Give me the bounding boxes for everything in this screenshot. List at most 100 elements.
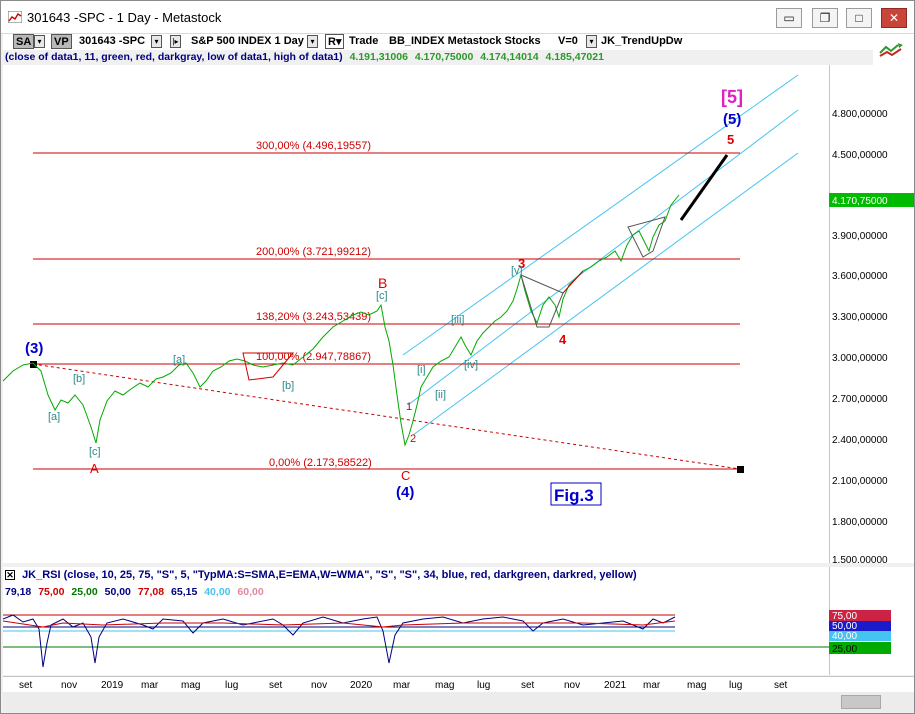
price-tick: 2.700,00000 [832, 394, 888, 405]
time-tick: mag [181, 680, 200, 691]
price-tick: 3.000,00000 [832, 353, 888, 364]
time-tick: 2020 [350, 680, 373, 691]
price-chart-svg: 300,00% (4.496,19557) 200,00% (3.721,992… [2, 74, 799, 506]
wave-label-3: 3 [518, 256, 525, 271]
fib-label-100: 100,00% (2.947,78867) [256, 351, 371, 363]
wave-label-a1: [a] [48, 411, 60, 423]
wave-label-c1: [c] [89, 446, 101, 458]
dashed-trendline [32, 363, 741, 470]
rsi-tag-75 [829, 610, 891, 621]
triangle-4-pattern [520, 274, 564, 328]
time-axis[interactable]: set nov 2019 mar mag lug set nov 2020 ma… [3, 675, 914, 692]
price-tick: 1.800,00000 [832, 517, 888, 528]
time-tick: set [774, 680, 788, 691]
wave-label-b2: [b] [282, 380, 294, 392]
time-tick: nov [311, 680, 327, 691]
indicator-value-3: 4.174,14014 [480, 51, 539, 63]
window-title: 301643 -SPC - 1 Day - Metastock [27, 10, 222, 25]
time-tick: mag [435, 680, 454, 691]
wave-label-C: C [401, 468, 410, 483]
wave-label-big5: [5] [721, 87, 743, 107]
time-tick: set [19, 680, 33, 691]
bar-interval-icon[interactable]: |▸ [170, 35, 181, 48]
last-price-label: 4.170,75000 [832, 196, 888, 207]
wave-connector [562, 270, 584, 294]
price-tick: 4.500,00000 [832, 150, 888, 161]
price-axis[interactable]: 4.800,00000 4.500,00000 4.170,75000 3.90… [828, 65, 914, 566]
vp-button[interactable]: VP [51, 34, 72, 49]
rsi-tag-50 [829, 621, 891, 631]
rsi-value-5: 77,08 [137, 586, 165, 598]
rsi-tag-25-label: 25,00 [832, 644, 857, 655]
wave-label-v: [v] [511, 265, 523, 277]
time-tick: mar [393, 680, 411, 691]
fib-label-138: 138,20% (3.243,53439) [256, 311, 371, 323]
last-price-tag [829, 193, 914, 207]
time-tick: nov [564, 680, 580, 691]
scrollbar-thumb[interactable] [841, 695, 881, 709]
rsi-tag-25 [829, 642, 891, 654]
rsi-value-2: 75,00 [38, 586, 65, 598]
r-button[interactable]: R▾ [325, 34, 345, 49]
close-button[interactable]: ✕ [881, 8, 907, 28]
wave-label-4: 4 [559, 332, 567, 347]
time-tick: lug [729, 680, 742, 691]
title-bar: 301643 -SPC - 1 Day - Metastock ▭ ❐ □ ✕ [1, 1, 914, 34]
fib-label-200: 200,00% (3.721,99212) [256, 246, 371, 258]
rsi-value-1: 79,18 [5, 586, 32, 598]
wave-label-iii: [iii] [451, 314, 464, 326]
price-tick: 2.400,00000 [832, 435, 888, 446]
price-tick: 2.100,00000 [832, 476, 888, 487]
sa-button[interactable]: SA [13, 34, 35, 49]
wave-label-c2: [c] [376, 290, 388, 302]
indicator-value-2: 4.170,75000 [414, 51, 474, 63]
rsi-value-8: 60,00 [237, 586, 264, 598]
price-tick: 3.900,00000 [832, 231, 888, 242]
right-tool-panel [873, 34, 914, 65]
price-tick: 3.300,00000 [832, 312, 888, 323]
minimize-button[interactable]: ▭ [776, 8, 802, 28]
rsi-panel[interactable] [2, 567, 829, 675]
wave-label-i: [i] [417, 364, 426, 376]
maximize-button[interactable]: □ [846, 8, 872, 28]
rsi-tag-40 [829, 631, 891, 641]
trade-label[interactable]: Trade [349, 35, 379, 47]
symbol-label: 301643 -SPC [79, 35, 146, 47]
price-tick: 3.600,00000 [832, 271, 888, 282]
fig-label: Fig.3 [554, 486, 594, 505]
wave-label-B: B [378, 275, 387, 291]
rsi-axis[interactable]: 75,00 50,00 40,00 25,00 [828, 567, 914, 675]
sa-dropdown-icon[interactable]: ▾ [34, 35, 45, 48]
indicator-params-line: (close of data1, 11, green, red, darkgra… [5, 51, 604, 65]
symbol-dropdown-icon[interactable]: ▾ [151, 35, 162, 48]
chart-tool-icon[interactable] [879, 42, 905, 58]
time-tick: set [521, 680, 535, 691]
horizontal-scrollbar[interactable] [3, 692, 914, 712]
wave-label-2: 2 [410, 433, 416, 445]
price-chart[interactable]: 300,00% (4.496,19557) 200,00% (3.721,992… [2, 65, 829, 563]
rsi-close-icon[interactable]: ✕ [5, 570, 15, 580]
wave-label-iv: [iv] [464, 359, 478, 371]
price-axis-svg: 4.800,00000 4.500,00000 4.170,75000 3.90… [828, 65, 914, 566]
indicator-value-1: 4.191,31006 [349, 51, 408, 63]
indicator-name: JK_TrendUpDw [601, 35, 683, 47]
rsi-value-7: 40,00 [204, 586, 231, 598]
interval-dropdown-icon[interactable]: ▾ [307, 35, 318, 48]
restore-button[interactable]: ❐ [812, 8, 838, 28]
wave-label-paren5: (5) [723, 111, 741, 128]
rsi-axis-svg: 75,00 50,00 40,00 25,00 [828, 567, 891, 675]
rsi-tag-40-label: 40,00 [832, 631, 857, 642]
chart-app-icon [8, 11, 22, 23]
fig-label-box [550, 482, 602, 506]
indicator-dropdown-icon[interactable]: ▾ [586, 35, 597, 48]
rsi-signal [2, 620, 676, 628]
rsi-value-3: 25,00 [71, 586, 98, 598]
time-tick: nov [61, 680, 77, 691]
time-tick: 2021 [604, 680, 627, 691]
rsi-values: 79,18 75,00 25,00 50,00 77,08 65,15 40,0… [5, 586, 264, 598]
time-tick: lug [225, 680, 238, 691]
rsi-params: JK_RSI (close, 10, 25, 75, "S", 5, "TypM… [22, 569, 637, 581]
rsi-tag-75-label: 75,00 [832, 611, 857, 622]
wave-label-paren4: (4) [396, 484, 414, 501]
time-tick: mar [141, 680, 159, 691]
